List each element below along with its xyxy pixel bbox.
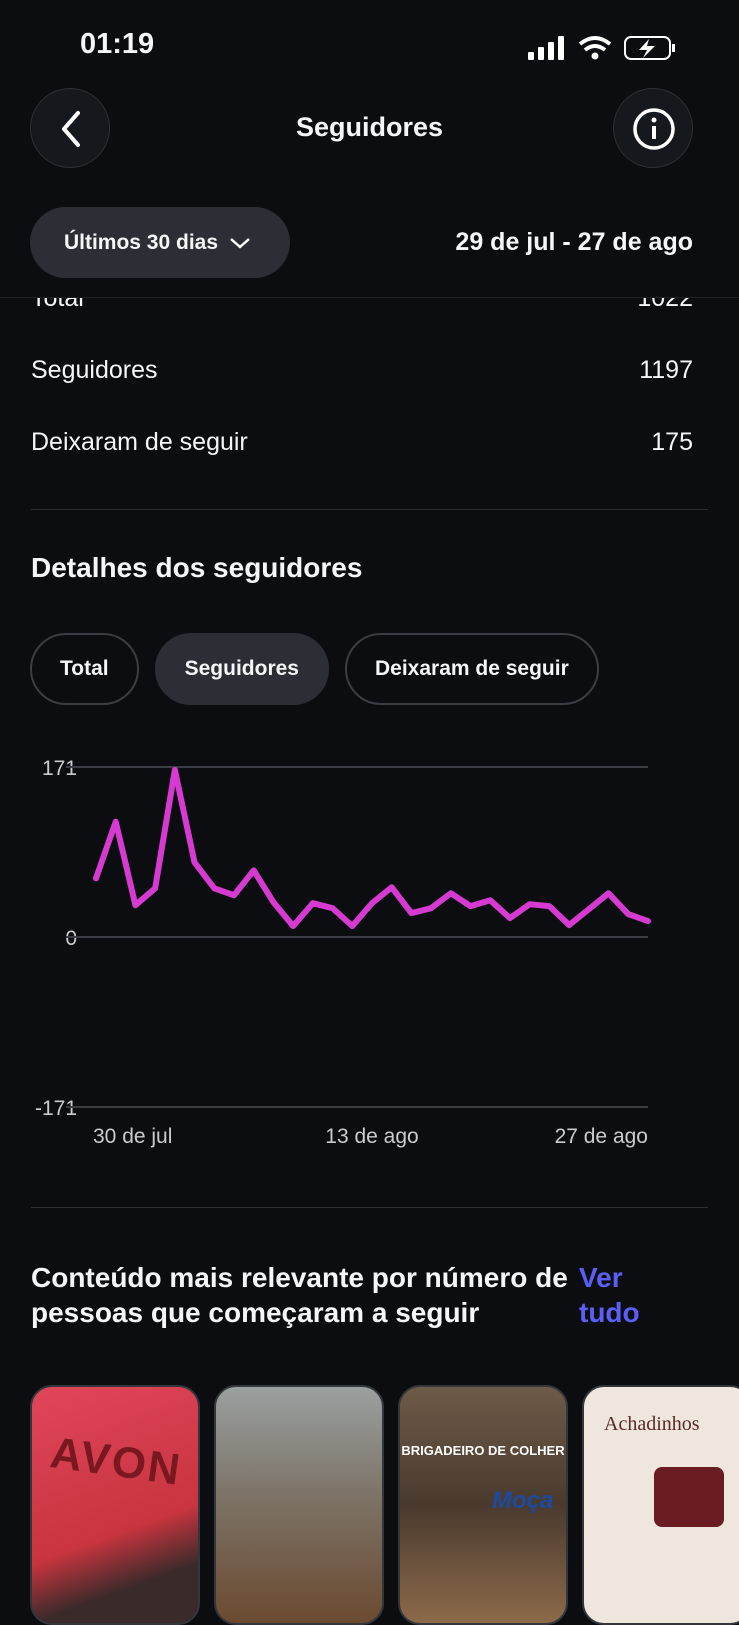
thumbnail[interactable] [214,1385,384,1625]
info-button[interactable] [613,88,693,168]
summary: Total 1022 Seguidores 1197 Deixaram de segui… [0,298,739,498]
tab[interactable]: Total [30,633,139,705]
summary-row: Seguidores 1197 [31,350,693,390]
thumbnail-text: BRIGADEIRO DE COLHER [401,1443,565,1458]
thumbnail-text: AVON [47,1428,185,1495]
chart: 171 0 -171 30 de jul 13 de ago 27 de ago [35,757,651,1148]
summary-row: Total 1022 [31,298,693,318]
thumbnail[interactable]: Achadinhos [582,1385,739,1625]
tab[interactable]: Seguidores [154,633,329,705]
thumbnail-text: Moça [492,1487,554,1514]
row-label: Seguidores [31,355,158,384]
content-title: Conteúdo mais relevante por número de pe… [31,1262,568,1328]
status-time: 01:19 [80,28,155,60]
x-tick-label: 13 de ago [325,1125,418,1148]
y-tick-label: 0 [65,927,77,950]
y-tick-label: -171 [35,1097,77,1120]
tabs: Total Seguidores Deixaram de seguir [30,633,599,705]
y-tick-label: 171 [42,757,77,780]
period-label: Últimos 30 dias [63,230,219,254]
period-dropdown[interactable]: Últimos 30 dias [30,207,290,278]
summary-row: Deixaram de seguir 175 [31,422,693,462]
row-value: 175 [651,427,693,456]
data-line [93,766,651,930]
thumbnail[interactable]: BRIGADEIRO DE COLHER Moça [398,1385,568,1625]
row-label: Total [31,298,84,313]
x-tick-label: 27 de ago [555,1125,648,1148]
header-title: Seguidores [295,112,444,142]
date-range: 29 de jul - 27 de ago [455,228,693,256]
back-button[interactable] [30,88,110,168]
row-value: 1022 [637,298,693,313]
row-label: Deixaram de seguir [31,427,248,456]
row-value: 1197 [639,355,693,384]
see-all-link[interactable]: Ver tudo [579,1262,640,1328]
thumbnail[interactable]: AVON [30,1385,200,1625]
status-icons [528,36,675,60]
section-title: Detalhes dos seguidores [31,552,363,583]
thumbnail-text: Achadinhos [604,1413,700,1435]
x-tick-label: 30 de jul [93,1125,172,1148]
tab[interactable]: Deixaram de seguir [344,633,599,705]
